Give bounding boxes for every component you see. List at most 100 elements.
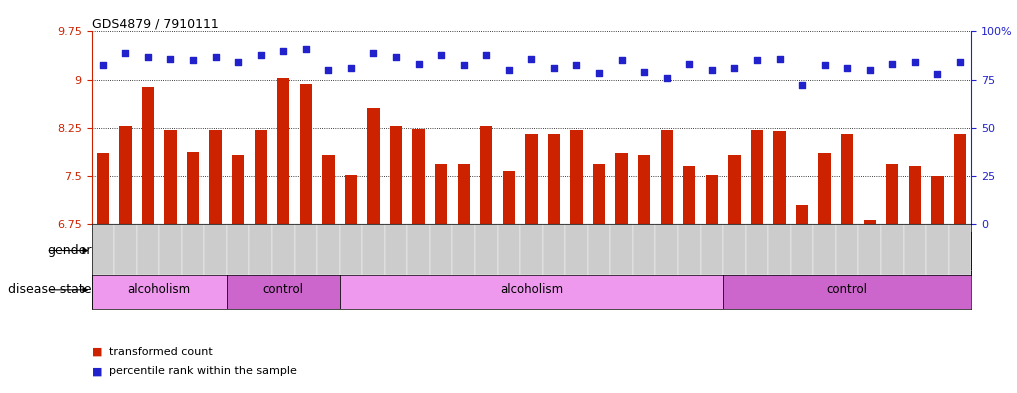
Point [794, 82, 811, 88]
Bar [182, 224, 204, 275]
Bar [926, 224, 949, 275]
Bar [362, 224, 384, 275]
Point [252, 52, 268, 58]
Point [411, 61, 427, 67]
Bar [497, 224, 520, 275]
Text: control: control [262, 283, 304, 296]
Point [433, 52, 450, 58]
Bar [819, 153, 831, 224]
Bar [317, 224, 340, 275]
Bar [165, 130, 177, 224]
Bar [588, 224, 610, 275]
Bar [92, 224, 114, 275]
Text: disease state: disease state [8, 283, 92, 296]
Text: GDS4879 / 7910111: GDS4879 / 7910111 [92, 17, 219, 30]
Bar [520, 224, 543, 275]
Bar [751, 130, 763, 224]
Bar [723, 224, 745, 275]
Bar [160, 224, 182, 275]
Bar [475, 224, 497, 275]
Bar [683, 166, 696, 224]
Bar [227, 271, 340, 309]
Point [320, 67, 337, 73]
Bar [340, 232, 971, 269]
Text: transformed count: transformed count [109, 347, 213, 357]
Bar [413, 129, 425, 224]
Bar [723, 271, 971, 309]
Bar [655, 224, 678, 275]
Bar [903, 224, 926, 275]
Bar [295, 224, 317, 275]
Bar [841, 134, 853, 224]
Bar [114, 224, 136, 275]
Bar [141, 87, 155, 224]
Bar [430, 224, 453, 275]
Bar [525, 134, 538, 224]
Bar [858, 224, 881, 275]
Bar [796, 205, 809, 224]
Bar [502, 171, 515, 224]
Bar [610, 224, 633, 275]
Bar [97, 153, 109, 224]
Bar [836, 224, 858, 275]
Point [636, 69, 652, 75]
Bar [565, 224, 588, 275]
Point [478, 52, 494, 58]
Point [659, 75, 675, 81]
Point [591, 70, 607, 76]
Text: percentile rank within the sample: percentile rank within the sample [109, 366, 297, 376]
Bar [638, 155, 650, 224]
Bar [678, 224, 701, 275]
Bar [773, 131, 786, 224]
Bar [745, 224, 768, 275]
Point [817, 62, 833, 69]
Bar [345, 174, 357, 224]
Bar [633, 224, 655, 275]
Text: gender: gender [47, 244, 92, 257]
Point [861, 67, 878, 73]
Point [343, 65, 359, 71]
Point [117, 50, 133, 56]
Bar [954, 134, 966, 224]
Point [569, 62, 585, 69]
Bar [277, 78, 290, 224]
Point [185, 57, 201, 63]
Point [276, 48, 292, 54]
Bar [187, 152, 199, 224]
Bar [272, 224, 295, 275]
Bar [728, 155, 740, 224]
Bar [886, 164, 898, 224]
Bar [136, 224, 160, 275]
Bar [300, 84, 312, 224]
Bar [435, 164, 447, 224]
Point [839, 65, 855, 71]
Point [95, 62, 111, 69]
Bar [210, 130, 222, 224]
Bar [881, 224, 903, 275]
Bar [932, 176, 944, 224]
Bar [458, 164, 470, 224]
Bar [227, 224, 249, 275]
Point [298, 46, 314, 52]
Point [500, 67, 517, 73]
Point [163, 56, 179, 62]
Point [884, 61, 900, 67]
Point [771, 56, 787, 62]
Point [749, 57, 765, 63]
Point [726, 65, 742, 71]
Bar [322, 155, 335, 224]
Text: alcoholism: alcoholism [499, 283, 563, 296]
Point [546, 65, 562, 71]
Point [365, 50, 381, 56]
Bar [593, 164, 605, 224]
Bar [367, 108, 379, 224]
Point [704, 67, 720, 73]
Bar [232, 155, 244, 224]
Bar [615, 153, 627, 224]
Bar [543, 224, 565, 275]
Point [613, 57, 630, 63]
Point [456, 62, 472, 69]
Point [139, 54, 156, 60]
Point [952, 59, 968, 65]
Bar [254, 130, 266, 224]
